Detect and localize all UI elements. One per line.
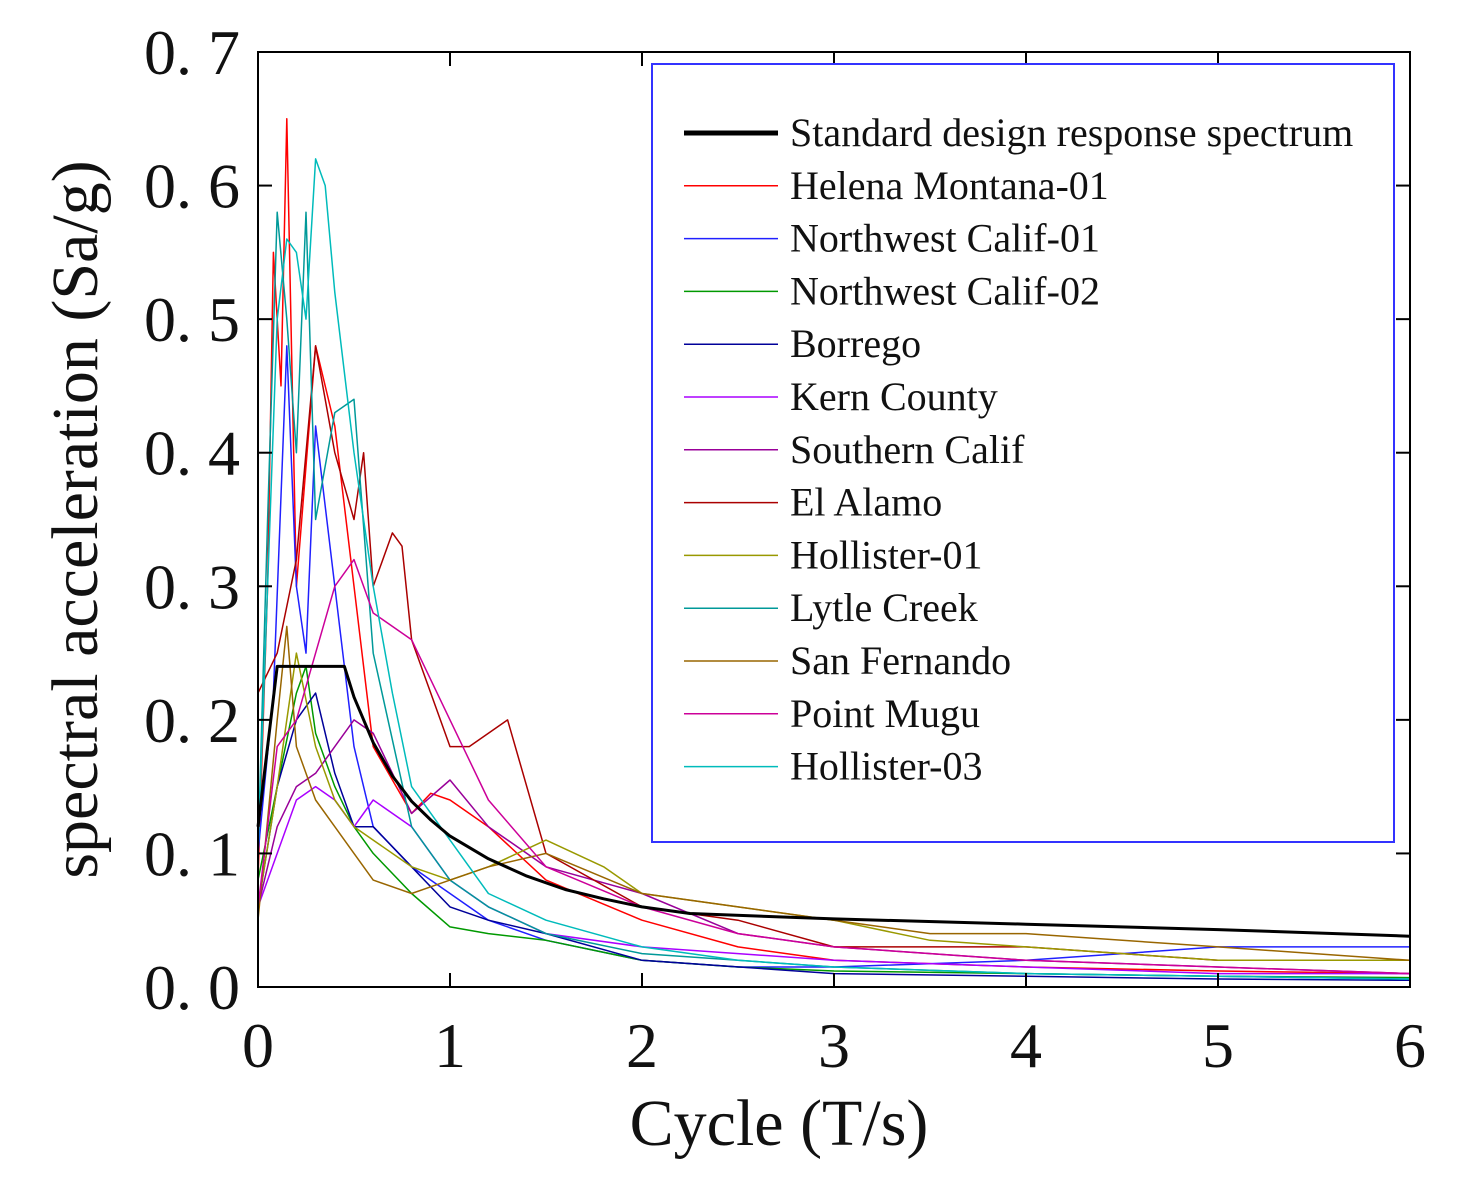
legend-box bbox=[651, 63, 1395, 843]
x-tick-label: 5 bbox=[1202, 1010, 1234, 1081]
x-tick-label: 3 bbox=[818, 1010, 850, 1081]
legend-label: Borrego bbox=[790, 321, 921, 366]
legend-label: Standard design response spectrum bbox=[790, 110, 1353, 155]
series-layer bbox=[256, 118, 1411, 982]
y-axis-title: spectral acceleration (Sa/g) bbox=[39, 160, 112, 878]
y-tick-label: 0. 4 bbox=[144, 418, 240, 489]
legend-label: Lytle Creek bbox=[790, 585, 978, 630]
series-line-10 bbox=[257, 625, 1411, 962]
y-tick-label: 0. 1 bbox=[144, 818, 240, 889]
x-tick-label: 2 bbox=[626, 1010, 658, 1081]
y-tick-label: 0. 3 bbox=[144, 551, 240, 622]
legend-label: El Alamo bbox=[790, 480, 942, 525]
x-tick-label: 0 bbox=[242, 1010, 274, 1081]
x-tick-label: 4 bbox=[1010, 1010, 1042, 1081]
legend-label: Point Mugu bbox=[790, 691, 980, 736]
legend-label: Hollister-03 bbox=[790, 744, 983, 789]
legend-label: San Fernando bbox=[790, 638, 1011, 683]
legend-label: Kern County bbox=[790, 374, 998, 419]
x-axis-title: Cycle (T/s) bbox=[630, 1087, 929, 1160]
legend-label: Helena Montana-01 bbox=[790, 163, 1109, 208]
x-tick-label: 6 bbox=[1394, 1010, 1426, 1081]
y-tick-label: 0. 6 bbox=[144, 151, 240, 222]
series-line-11 bbox=[257, 558, 1411, 975]
x-tick-label: 1 bbox=[434, 1010, 466, 1081]
y-tick-label: 0. 7 bbox=[144, 17, 240, 88]
y-tick-label: 0. 2 bbox=[144, 685, 240, 756]
legend-label: Hollister-01 bbox=[790, 532, 983, 577]
y-tick-label: 0. 5 bbox=[144, 284, 240, 355]
legend-label: Southern Calif bbox=[790, 427, 1025, 472]
axes-layer: 0 1 2 3 4 5 6 0. 0 0. 1 0. 2 0. 3 0. 4 0. 5 0. 6 0. 7 C… bbox=[39, 17, 1426, 1160]
y-tick-label: 0. 0 bbox=[144, 952, 240, 1023]
series-line-0 bbox=[256, 664, 1411, 938]
series-line-3 bbox=[257, 665, 1411, 979]
legend: Standard design response spectrum Helena … bbox=[651, 63, 1395, 843]
legend-label: Northwest Calif-01 bbox=[790, 216, 1100, 261]
legend-label: Northwest Calif-02 bbox=[790, 268, 1100, 313]
series-line-12 bbox=[257, 158, 1411, 980]
